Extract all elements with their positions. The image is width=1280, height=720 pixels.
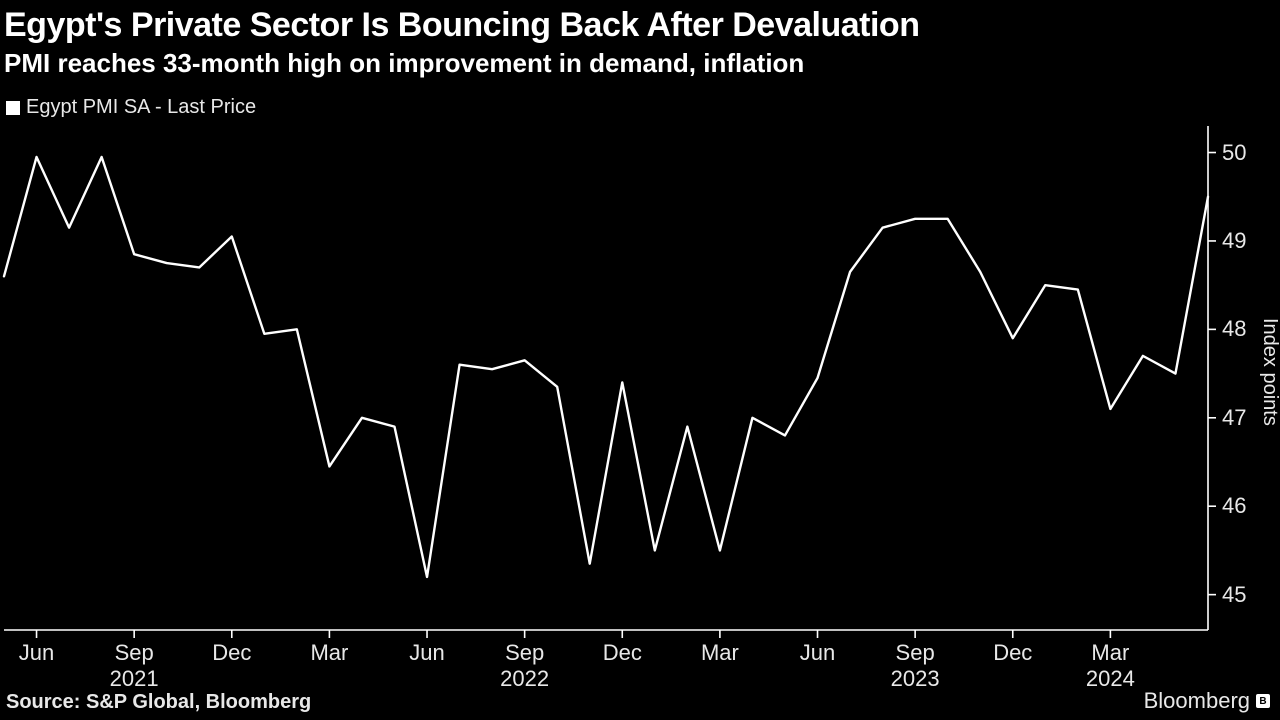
x-axis-tick-label: Dec — [983, 640, 1043, 666]
x-axis-tick-label: Dec — [202, 640, 262, 666]
source-text: Source: S&P Global, Bloomberg — [6, 691, 311, 713]
x-axis-tick-label: Dec — [592, 640, 652, 666]
y-axis-title: Index points — [1258, 318, 1280, 426]
x-axis-tick-label: Sep — [495, 640, 555, 666]
y-axis-tick-label: 50 — [1222, 140, 1246, 166]
line-chart — [0, 0, 1280, 720]
brand-badge-icon: B — [1256, 694, 1270, 708]
y-axis-tick-label: 45 — [1222, 582, 1246, 608]
x-axis-year-label: 2023 — [875, 666, 955, 692]
x-axis-tick-label: Mar — [1080, 640, 1140, 666]
x-axis-year-label: 2021 — [94, 666, 174, 692]
x-axis-year-label: 2024 — [1070, 666, 1150, 692]
x-axis-tick-label: Jun — [397, 640, 457, 666]
brand-attribution: Bloomberg B — [1144, 688, 1270, 714]
y-axis-tick-label: 46 — [1222, 493, 1246, 519]
x-axis-tick-label: Mar — [299, 640, 359, 666]
chart-container: Egypt's Private Sector Is Bouncing Back … — [0, 0, 1280, 720]
y-axis-tick-label: 48 — [1222, 316, 1246, 342]
x-axis-tick-label: Sep — [104, 640, 164, 666]
x-axis-year-label: 2022 — [485, 666, 565, 692]
y-axis-tick-label: 47 — [1222, 405, 1246, 431]
brand-text: Bloomberg — [1144, 688, 1250, 714]
y-axis-tick-label: 49 — [1222, 228, 1246, 254]
x-axis-tick-label: Mar — [690, 640, 750, 666]
x-axis-tick-label: Sep — [885, 640, 945, 666]
x-axis-tick-label: Jun — [788, 640, 848, 666]
x-axis-tick-label: Jun — [7, 640, 67, 666]
source-attribution: Source: S&P Global, Bloomberg — [6, 691, 311, 714]
